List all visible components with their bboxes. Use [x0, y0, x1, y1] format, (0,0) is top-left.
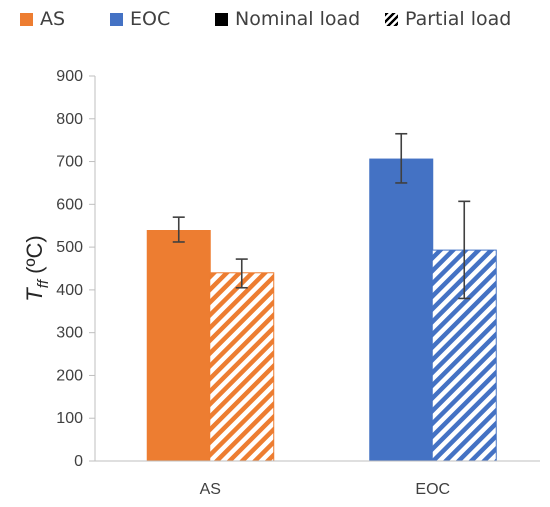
bar [146, 230, 211, 461]
y-tick-label: 800 [56, 111, 83, 128]
legend-label: Partial load [405, 8, 512, 30]
chart-legend: AS EOC Nominal load Partial load [0, 0, 550, 36]
solid-square-icon [20, 12, 33, 26]
y-tick-label: 900 [56, 68, 83, 85]
legend-label: Nominal load [235, 8, 361, 30]
y-tick-label: 400 [56, 282, 83, 299]
y-tick-label: 500 [56, 239, 83, 256]
y-tick-label: 600 [56, 196, 83, 213]
legend-label: EOC [130, 8, 171, 30]
y-tick-label: 0 [74, 453, 83, 470]
y-axis-title-unit: (ºC) [22, 235, 47, 280]
y-tick-label: 700 [56, 154, 83, 171]
y-tick-label: 300 [56, 325, 83, 342]
y-axis-title: Tff (ºC) [22, 235, 52, 301]
legend-item: AS [20, 8, 65, 30]
solid-square-icon [215, 12, 228, 26]
y-axis-title-main: T [22, 287, 47, 302]
x-tick-label: EOC [415, 481, 450, 498]
y-axis-title-subscript: ff [35, 278, 52, 288]
legend-item: Nominal load [215, 8, 360, 30]
bar [209, 272, 275, 462]
solid-square-icon [110, 12, 123, 26]
y-tick-label: 100 [56, 410, 83, 427]
legend-item: Partial load [385, 8, 511, 30]
x-tick-label: AS [200, 481, 221, 498]
plot-area: 0 100 200 300 400 500 600 700 800 900 AS EOC Tff (ºC… [22, 68, 540, 498]
legend-label: AS [40, 8, 66, 30]
hatched-square-icon [385, 12, 398, 26]
legend-item: EOC [110, 8, 170, 30]
y-tick-label: 200 [56, 367, 83, 384]
bar [369, 158, 434, 462]
